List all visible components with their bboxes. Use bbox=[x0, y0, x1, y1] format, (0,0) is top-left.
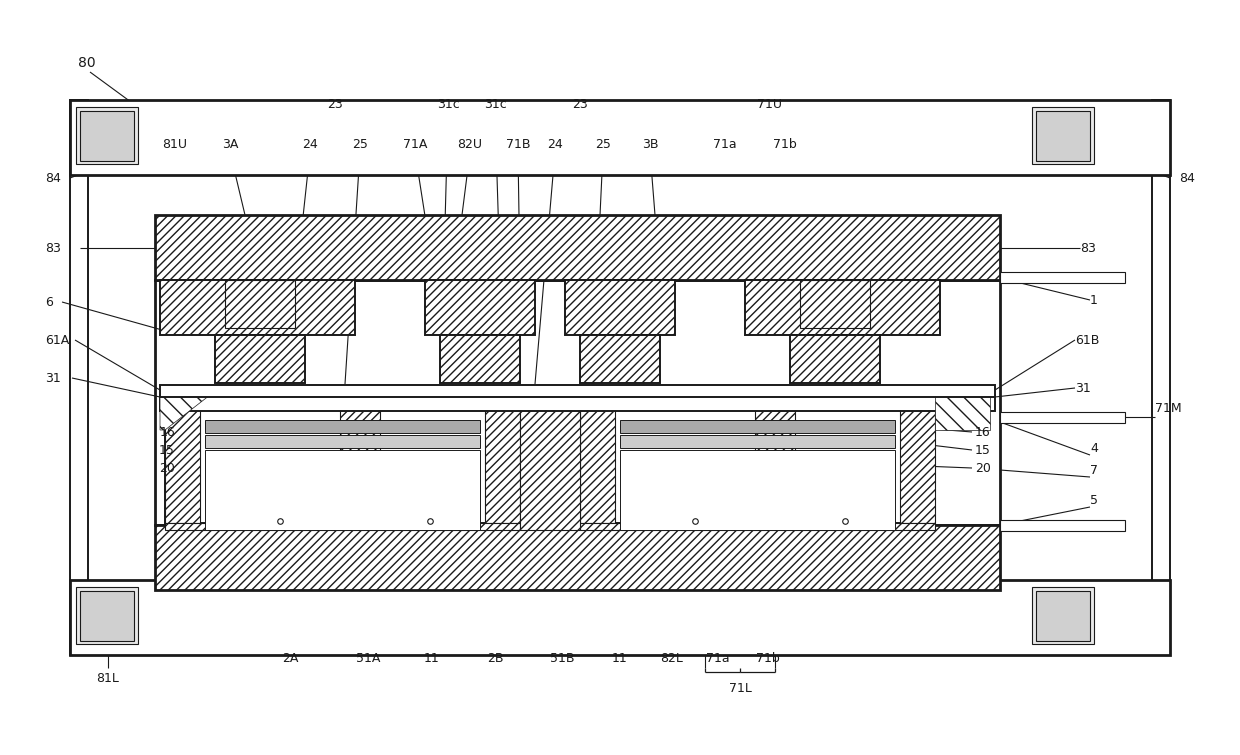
Bar bbox=[1032, 587, 1094, 644]
Bar bbox=[425, 280, 534, 335]
Bar bbox=[580, 335, 660, 383]
Bar bbox=[999, 272, 1125, 283]
Bar bbox=[155, 215, 999, 280]
Text: 83: 83 bbox=[1080, 242, 1096, 254]
Text: 25: 25 bbox=[595, 138, 611, 152]
Bar bbox=[76, 587, 138, 644]
Polygon shape bbox=[160, 395, 210, 430]
Text: 71L: 71L bbox=[729, 682, 751, 695]
Bar bbox=[620, 420, 895, 433]
Polygon shape bbox=[900, 410, 935, 523]
Text: 23: 23 bbox=[327, 98, 343, 112]
Polygon shape bbox=[580, 523, 935, 530]
Bar bbox=[205, 435, 480, 448]
Text: 83: 83 bbox=[45, 242, 61, 254]
Text: 81L: 81L bbox=[97, 671, 119, 685]
Bar bbox=[999, 520, 1125, 531]
Text: 24: 24 bbox=[303, 138, 317, 152]
Bar bbox=[224, 280, 295, 328]
Bar bbox=[155, 525, 999, 590]
Polygon shape bbox=[755, 410, 795, 523]
Text: 81U: 81U bbox=[162, 138, 187, 152]
Bar bbox=[205, 420, 480, 433]
Text: 24: 24 bbox=[547, 138, 563, 152]
Bar bbox=[620, 435, 895, 448]
Bar bbox=[440, 335, 520, 383]
Text: 3A: 3A bbox=[222, 138, 238, 152]
Bar bbox=[160, 280, 355, 335]
Polygon shape bbox=[935, 395, 990, 430]
Text: 15: 15 bbox=[975, 443, 991, 457]
Text: 3B: 3B bbox=[642, 138, 658, 152]
Text: 20: 20 bbox=[159, 461, 175, 474]
Bar bbox=[69, 100, 88, 655]
Bar bbox=[620, 450, 895, 530]
Polygon shape bbox=[580, 410, 615, 523]
Bar bbox=[69, 580, 1171, 655]
Text: 61A: 61A bbox=[45, 334, 69, 347]
Bar bbox=[165, 410, 520, 523]
Text: 2B: 2B bbox=[487, 652, 503, 664]
Text: 16: 16 bbox=[975, 426, 991, 439]
Text: 25: 25 bbox=[352, 138, 368, 152]
Bar bbox=[160, 385, 994, 397]
Text: 71a: 71a bbox=[707, 652, 730, 664]
Text: 11: 11 bbox=[424, 652, 440, 664]
Text: 82L: 82L bbox=[661, 652, 683, 664]
Bar bbox=[215, 335, 305, 383]
Bar bbox=[790, 335, 880, 383]
Text: 71b: 71b bbox=[756, 652, 780, 664]
Polygon shape bbox=[165, 523, 520, 530]
Bar bbox=[745, 280, 940, 335]
Text: 71M: 71M bbox=[1154, 402, 1182, 414]
Bar bbox=[999, 412, 1125, 423]
Bar bbox=[1035, 591, 1090, 641]
Text: 82U: 82U bbox=[458, 138, 482, 152]
Text: 71b: 71b bbox=[773, 138, 797, 152]
Bar bbox=[160, 395, 994, 411]
Text: 71a: 71a bbox=[713, 138, 737, 152]
Text: 1: 1 bbox=[1090, 294, 1097, 307]
Text: 51A: 51A bbox=[356, 652, 381, 664]
Text: 31c: 31c bbox=[436, 98, 459, 112]
Text: 71U: 71U bbox=[758, 98, 782, 112]
Text: 31c: 31c bbox=[484, 98, 506, 112]
Text: 31: 31 bbox=[45, 371, 61, 384]
Bar bbox=[81, 111, 134, 161]
Text: 71A: 71A bbox=[403, 138, 428, 152]
Text: 61B: 61B bbox=[1075, 334, 1100, 347]
Text: 7: 7 bbox=[1090, 464, 1097, 476]
Text: 71B: 71B bbox=[506, 138, 531, 152]
Text: 20: 20 bbox=[975, 461, 991, 474]
Text: 84: 84 bbox=[45, 171, 61, 184]
Bar bbox=[81, 591, 134, 641]
Text: 11: 11 bbox=[613, 652, 627, 664]
Bar bbox=[1152, 100, 1171, 655]
Text: 4: 4 bbox=[1090, 442, 1097, 455]
Bar bbox=[155, 280, 999, 525]
Bar bbox=[565, 280, 675, 335]
Text: 51B: 51B bbox=[549, 652, 574, 664]
Bar bbox=[76, 107, 138, 164]
Text: 5: 5 bbox=[1090, 494, 1097, 507]
Text: 23: 23 bbox=[572, 98, 588, 112]
Bar bbox=[69, 100, 1171, 175]
Bar bbox=[800, 280, 870, 328]
Bar bbox=[1032, 107, 1094, 164]
Polygon shape bbox=[165, 410, 200, 523]
Text: 2A: 2A bbox=[281, 652, 298, 664]
Text: 6: 6 bbox=[45, 295, 53, 309]
Bar bbox=[1035, 111, 1090, 161]
Text: 31: 31 bbox=[1075, 381, 1091, 395]
Text: 80: 80 bbox=[78, 56, 95, 70]
Text: 15: 15 bbox=[159, 443, 175, 457]
Text: 16: 16 bbox=[159, 426, 175, 439]
Polygon shape bbox=[520, 395, 580, 530]
Bar bbox=[205, 450, 480, 530]
Bar bbox=[580, 410, 935, 523]
Polygon shape bbox=[340, 410, 379, 523]
Polygon shape bbox=[485, 410, 520, 523]
Text: 84: 84 bbox=[1179, 171, 1195, 184]
